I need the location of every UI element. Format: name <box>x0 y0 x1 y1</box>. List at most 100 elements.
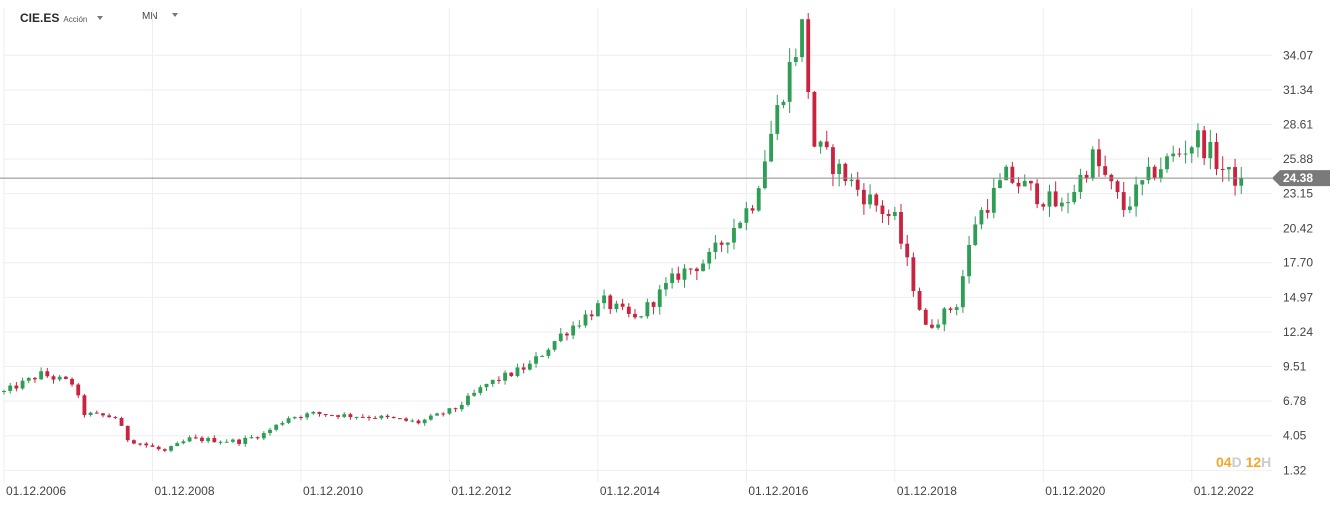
y-tick-label: 12.24 <box>1283 325 1313 339</box>
candle-body <box>725 242 730 245</box>
candle-body <box>818 141 823 147</box>
candle-body <box>138 443 143 445</box>
candle-body <box>367 417 371 419</box>
candle <box>843 162 848 186</box>
candle-body <box>280 422 285 425</box>
price-axis: 34.07 31.34 28.61 25.88 23.15 20.42 17.70 14.97… <box>1283 48 1313 477</box>
chart-grid <box>3 8 1272 482</box>
candle <box>824 130 829 150</box>
candle-body <box>1022 180 1027 187</box>
candle-body <box>1010 166 1015 183</box>
candle-body <box>911 257 916 292</box>
candle <box>732 218 736 250</box>
y-tick-label: 31.34 <box>1283 83 1313 97</box>
candle-body <box>1084 174 1089 179</box>
candle <box>45 367 50 378</box>
candle <box>645 298 650 319</box>
candle <box>1115 179 1120 199</box>
candle <box>360 414 365 418</box>
candle <box>1140 179 1145 196</box>
candle <box>1016 177 1021 194</box>
candle <box>589 310 594 321</box>
candle-body <box>156 446 161 450</box>
y-tick-label: 23.15 <box>1283 187 1313 201</box>
candle <box>311 411 316 415</box>
candle-body <box>385 415 390 418</box>
candle <box>237 438 241 446</box>
candle <box>540 355 545 357</box>
candle <box>905 234 910 267</box>
candle <box>781 99 786 109</box>
candle <box>812 90 817 148</box>
candles <box>2 13 1244 453</box>
candle <box>1035 179 1040 209</box>
candle-body <box>379 415 384 419</box>
candle-body <box>416 420 421 424</box>
candle-body <box>45 371 50 377</box>
symbol-name: CIE.ES <box>20 11 60 25</box>
y-tick-label: 4.05 <box>1283 429 1307 443</box>
candle <box>515 363 520 378</box>
candle-body <box>2 390 6 393</box>
candle-body <box>76 384 81 396</box>
candle-body <box>1004 166 1009 181</box>
candle-body <box>237 439 241 444</box>
candle <box>1103 155 1108 177</box>
candle-body <box>1121 192 1126 210</box>
candle <box>373 415 378 420</box>
candle <box>985 199 990 219</box>
candle-body <box>719 242 724 245</box>
candle-body <box>713 242 718 252</box>
candle <box>800 18 804 63</box>
chevron-down-icon <box>97 16 104 20</box>
candle <box>1109 173 1114 190</box>
candle <box>620 298 625 311</box>
candle <box>886 209 891 225</box>
candle-body <box>694 268 699 272</box>
candle <box>793 48 798 67</box>
y-tick-label: 17.70 <box>1283 256 1313 270</box>
x-tick-label: 01.12.2018 <box>897 484 957 498</box>
candle-body <box>967 244 971 277</box>
last-price-line: 24.38 <box>0 170 1330 187</box>
candle <box>255 436 260 440</box>
candle-body <box>1208 141 1213 159</box>
candle-body <box>39 371 44 380</box>
candle-body <box>781 101 786 106</box>
candle-body <box>936 324 941 328</box>
candle-body <box>1029 180 1033 184</box>
candle-body <box>837 163 842 175</box>
candle-body <box>552 341 557 350</box>
y-tick-label: 6.78 <box>1283 394 1307 408</box>
candle-body <box>14 385 19 389</box>
candle <box>342 412 347 418</box>
candle <box>76 382 81 399</box>
symbol-selector[interactable]: CIE.ES Acción <box>20 11 104 25</box>
candle-body <box>305 413 310 418</box>
candle-body <box>107 415 112 418</box>
candle <box>416 419 421 425</box>
candle-body <box>985 210 990 213</box>
candle <box>175 441 180 447</box>
candle <box>602 289 606 310</box>
candle <box>849 173 854 187</box>
candle-body <box>342 414 347 417</box>
candle <box>336 414 340 420</box>
x-tick-label: 01.12.2014 <box>600 484 660 498</box>
candle-body <box>1214 141 1219 170</box>
candle <box>1177 147 1182 158</box>
candle <box>855 171 860 197</box>
candle-body <box>329 415 334 417</box>
candle <box>917 287 922 311</box>
candle-body <box>762 161 767 189</box>
candle <box>534 352 538 368</box>
candle <box>218 440 223 445</box>
candle-body <box>948 308 953 310</box>
candle <box>82 394 87 418</box>
candle <box>441 412 446 417</box>
candle <box>911 252 916 297</box>
candle <box>472 389 477 397</box>
interval-selector[interactable]: MN <box>142 11 178 22</box>
candle-body <box>187 437 192 442</box>
